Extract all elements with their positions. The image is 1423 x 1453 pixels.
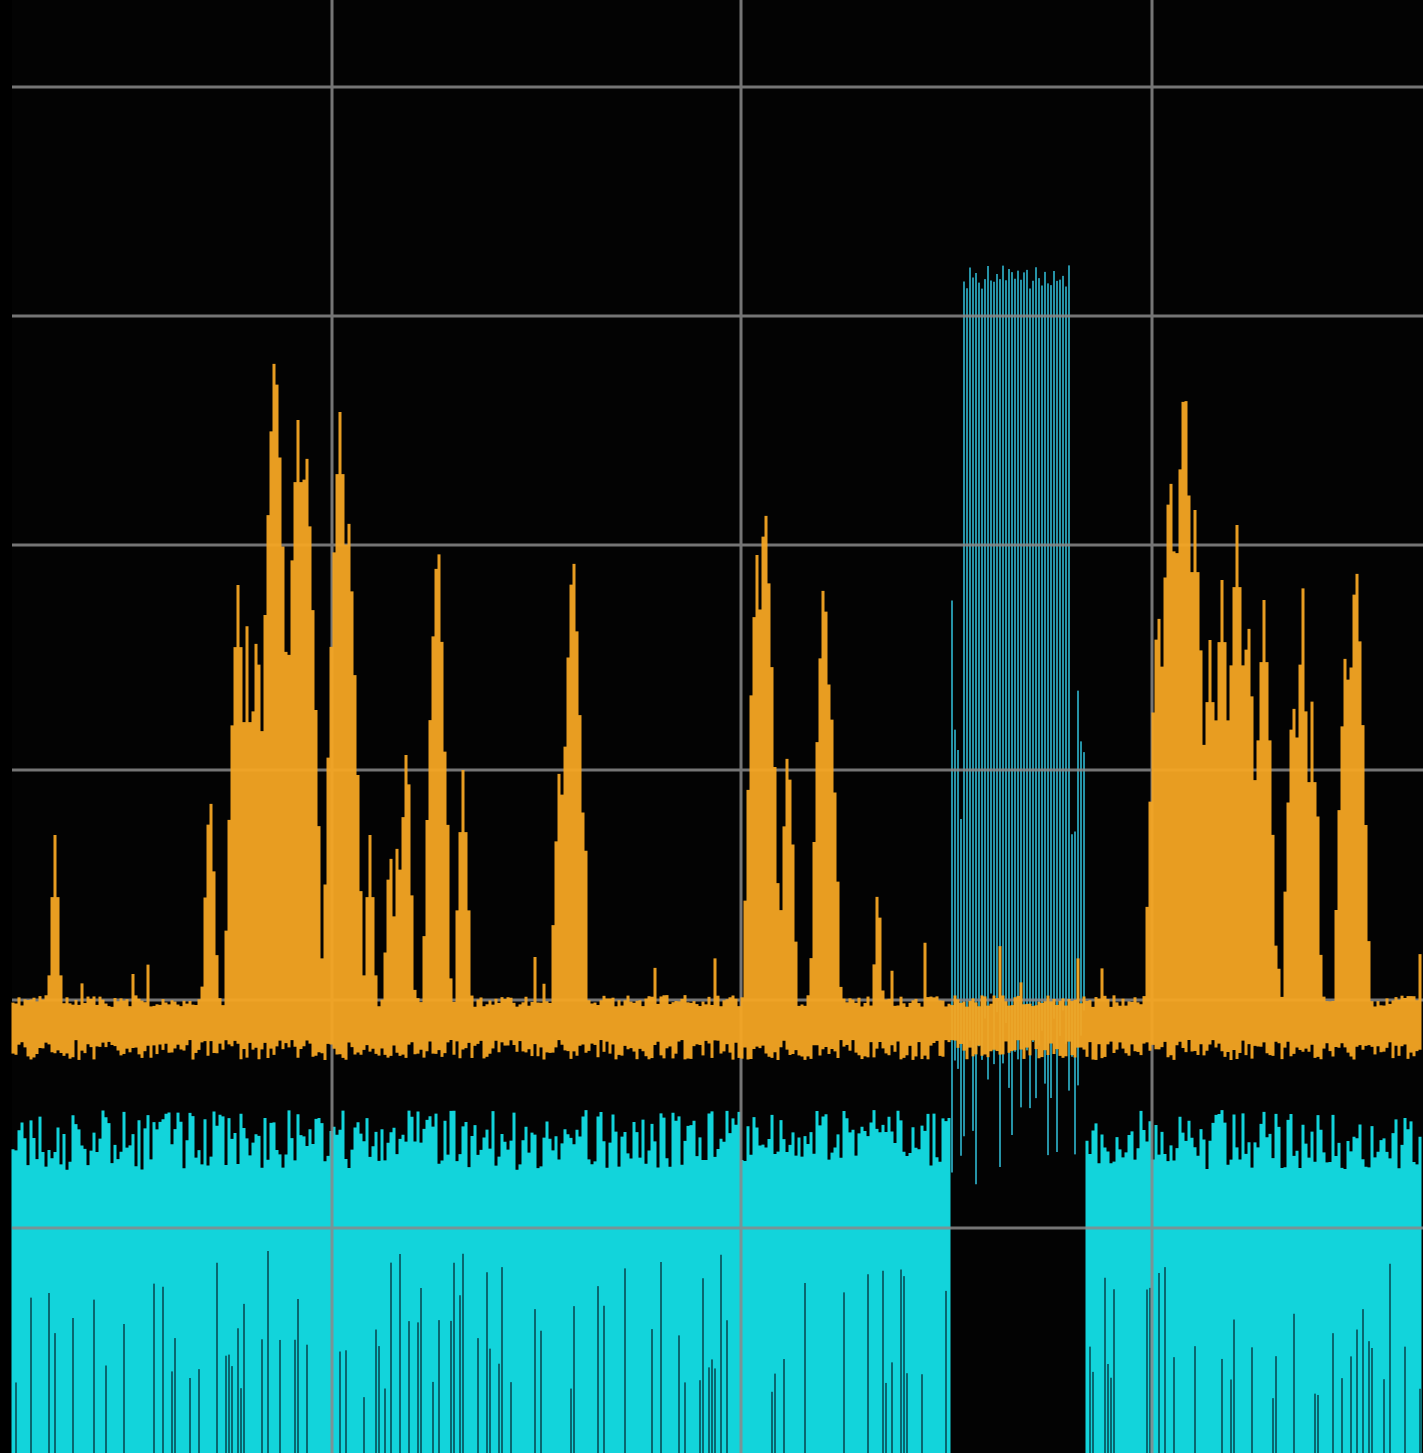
cyan-trace xyxy=(11,265,1422,1453)
orange-trace xyxy=(11,363,1422,1060)
bezel-edge xyxy=(0,0,12,1453)
